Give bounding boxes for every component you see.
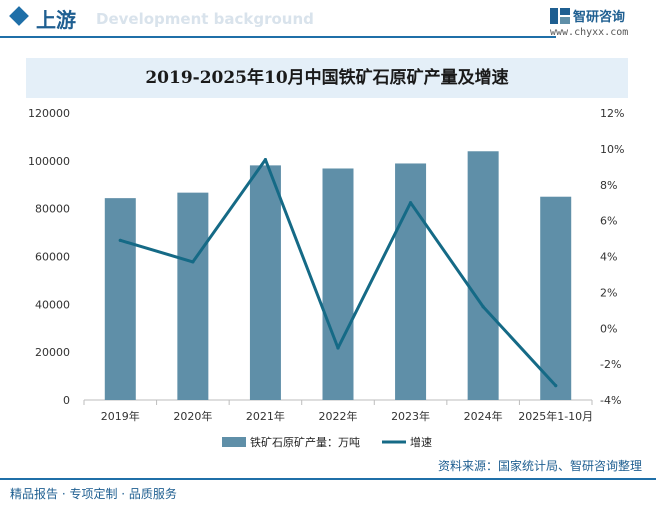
bar (467, 151, 499, 400)
bar (104, 198, 136, 400)
section-title: 上游 (36, 8, 76, 32)
background-word: Development background (96, 10, 314, 28)
top-rule (0, 36, 556, 38)
y-left-tick-label: 120000 (28, 107, 70, 120)
bar (322, 168, 354, 400)
y-left-tick-label: 0 (63, 394, 70, 407)
footer-tagline: 精品报告 · 专项定制 · 品质服务 (10, 487, 177, 501)
source-note: 资料来源：国家统计局、智研咨询整理 (437, 459, 642, 473)
y-left-tick-label: 80000 (35, 203, 70, 216)
bar (177, 192, 209, 400)
bottom-rule (0, 478, 656, 480)
bar (249, 165, 281, 400)
growth-point (408, 201, 413, 205)
y-right-tick-label: 12% (600, 107, 624, 120)
y-left-tick-label: 100000 (28, 155, 70, 168)
growth-point (263, 158, 268, 162)
top-bar: 上游 Development background 智研咨询 www.chyxx… (0, 0, 656, 38)
chart-title: 2019-2025年10月中国铁矿石原矿产量及增速 (145, 68, 509, 88)
growth-point (554, 384, 558, 388)
legend-label-line: 增速 (410, 435, 432, 449)
x-tick-label: 2019年 (101, 409, 140, 423)
brand-logo: 智研咨询 www.chyxx.com (544, 4, 644, 40)
y-left-tick-label: 60000 (35, 251, 70, 264)
logo-url: www.chyxx.com (550, 27, 629, 38)
y-right-tick-label: -4% (600, 394, 621, 407)
growth-point (336, 346, 340, 350)
y-right-tick-label: 2% (600, 286, 617, 299)
x-tick-label: 2025年1-10月 (518, 409, 593, 423)
y-right-tick-label: -2% (600, 358, 621, 371)
y-right-tick-label: 10% (600, 143, 624, 156)
y-right-tick-label: 4% (600, 251, 617, 264)
legend-label-bar: 铁矿石原矿产量：万吨 (250, 435, 360, 449)
growth-point (191, 260, 195, 264)
y-right-tick-label: 0% (600, 322, 617, 335)
chart-title-box: 2019-2025年10月中国铁矿石原矿产量及增速 (26, 58, 628, 98)
logo-mark-icon (550, 8, 570, 24)
bar (395, 163, 427, 400)
x-tick-label: 2020年 (173, 409, 212, 423)
logo-name: 智研咨询 (573, 10, 626, 25)
bar (540, 196, 572, 400)
x-tick-label: 2023年 (391, 409, 430, 423)
x-tick-label: 2022年 (319, 409, 358, 423)
growth-point (118, 238, 122, 242)
y-right-tick-label: 8% (600, 179, 617, 192)
x-tick-label: 2024年 (464, 409, 503, 423)
y-left-tick-label: 40000 (35, 298, 70, 311)
legend-swatch-bar (222, 437, 246, 447)
x-tick-label: 2021年 (246, 409, 285, 423)
growth-point (481, 305, 485, 309)
y-right-tick-label: 6% (600, 215, 617, 228)
y-left-tick-label: 20000 (35, 346, 70, 359)
